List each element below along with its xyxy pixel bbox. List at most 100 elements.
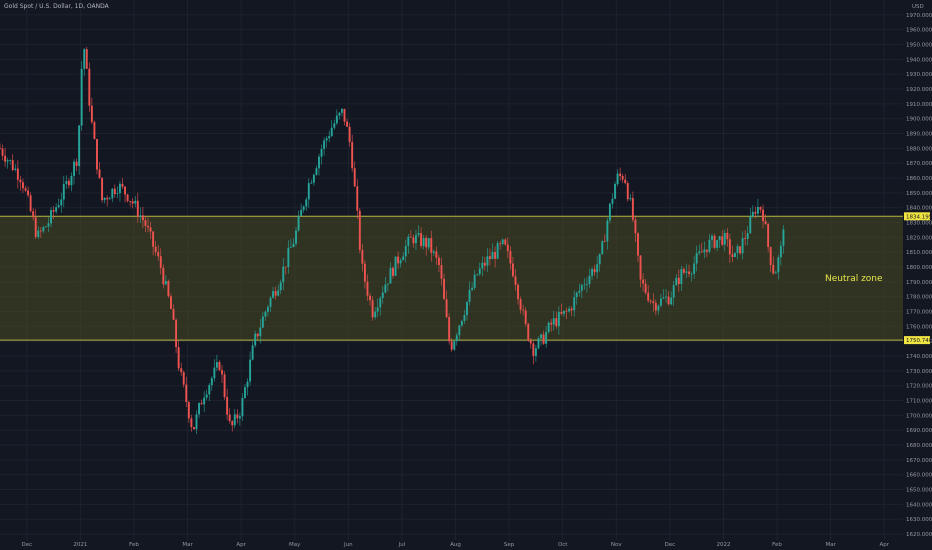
candle-body: [624, 179, 627, 184]
candle-body: [659, 298, 662, 306]
candle-body: [111, 188, 114, 199]
candle-body: [386, 283, 389, 285]
candle-body: [425, 238, 428, 248]
candle-body: [626, 183, 629, 200]
x-tick-label: 2021: [73, 542, 87, 548]
candle-body: [555, 318, 558, 327]
candle-body: [542, 334, 545, 344]
candle-body: [494, 252, 497, 259]
x-tick-label: Mar: [182, 542, 193, 548]
y-tick-label: 1810.000: [906, 250, 932, 256]
candle-body: [437, 257, 440, 266]
candle-body: [371, 300, 374, 318]
candle-body: [397, 256, 400, 264]
candle-body: [685, 271, 688, 273]
candle-body: [1, 148, 4, 156]
candle-body: [246, 381, 249, 388]
x-tick-label: Jul: [398, 542, 406, 548]
candle-body: [739, 246, 742, 254]
candle-body: [88, 68, 91, 106]
candle-body: [491, 252, 494, 260]
candle-body: [192, 427, 195, 430]
y-tick-label: 1800.000: [906, 265, 932, 271]
candle-body: [9, 160, 12, 161]
candle-body: [409, 236, 412, 238]
candle-body: [19, 179, 22, 183]
candle-body: [75, 161, 78, 167]
candle-body: [267, 306, 269, 312]
candle-body: [621, 175, 624, 180]
zone-upper-price-tag: 1834.195: [904, 212, 932, 221]
candle-body: [60, 199, 63, 206]
candle-body: [264, 311, 267, 317]
y-tick-label: 1830.000: [906, 221, 932, 227]
candle-body: [404, 245, 407, 257]
candle-body: [392, 267, 394, 276]
y-tick-label: 1920.000: [906, 87, 932, 93]
candle-body: [136, 200, 139, 217]
chart-title: Gold Spot / U.S. Dollar, 1D, OANDA: [4, 3, 109, 10]
candle-body: [540, 334, 542, 339]
candle-body: [420, 233, 423, 247]
candle-body: [407, 236, 410, 246]
candle-body: [221, 370, 223, 375]
candle-body: [83, 49, 86, 69]
candle-body: [346, 121, 349, 127]
candle-body: [688, 271, 690, 274]
candle-body: [716, 240, 719, 248]
candle-body: [547, 322, 550, 332]
candle-body: [134, 200, 137, 204]
candle-body: [708, 239, 711, 252]
candle-body: [471, 287, 474, 290]
y-tick-label: 1940.000: [906, 57, 932, 63]
candle-body: [657, 305, 660, 311]
candle-body: [537, 338, 540, 349]
candle-body: [233, 414, 236, 426]
candle-body: [468, 289, 471, 302]
candle-body: [754, 211, 757, 214]
candle-body: [37, 230, 40, 238]
candle-body: [381, 292, 384, 299]
candle-body: [300, 209, 303, 216]
candle-body: [545, 331, 548, 344]
candle-body: [73, 161, 75, 176]
candle-body: [126, 194, 129, 202]
candle-body: [284, 266, 287, 268]
x-tick-label: Aug: [450, 542, 461, 548]
candle-body: [131, 201, 134, 204]
candle-body: [506, 244, 509, 251]
x-tick-label: Dec: [21, 542, 32, 548]
y-tick-label: 1780.000: [906, 295, 932, 301]
candle-body: [16, 168, 19, 180]
candle-body: [318, 156, 320, 169]
candle-body: [325, 138, 328, 141]
candle-body: [568, 308, 571, 312]
x-tick-label: Apr: [236, 542, 246, 548]
candle-body: [244, 387, 246, 399]
candle-body: [478, 268, 481, 275]
candle-body: [213, 367, 216, 379]
candle-body: [320, 148, 323, 157]
candle-body: [366, 281, 369, 296]
candle-body: [315, 168, 318, 175]
candle-body: [157, 252, 160, 257]
candle-body: [379, 298, 382, 308]
price-axis[interactable]: 1970.000 1960.000 1950.000 1940.000 1930.000…: [904, 4, 932, 538]
candle-body: [608, 203, 611, 221]
x-tick-label: Feb: [129, 542, 139, 548]
candle-body: [534, 348, 537, 356]
candle-body: [736, 246, 739, 253]
candle-body: [159, 256, 162, 268]
y-tick-label: 1870.000: [906, 161, 932, 167]
candle-body: [654, 303, 657, 311]
price-tag-text: 1834.195: [906, 214, 932, 220]
time-axis[interactable]: Dec 2021 Feb Mar Apr May Jun Jul Aug Sep Oct Nov Dec…: [21, 542, 889, 548]
y-tick-label: 1690.000: [906, 428, 932, 434]
candle-body: [764, 221, 767, 225]
candle-body: [356, 186, 359, 211]
y-tick-label: 1860.000: [906, 176, 932, 182]
candle-body: [108, 198, 111, 200]
candle-body: [741, 238, 744, 254]
